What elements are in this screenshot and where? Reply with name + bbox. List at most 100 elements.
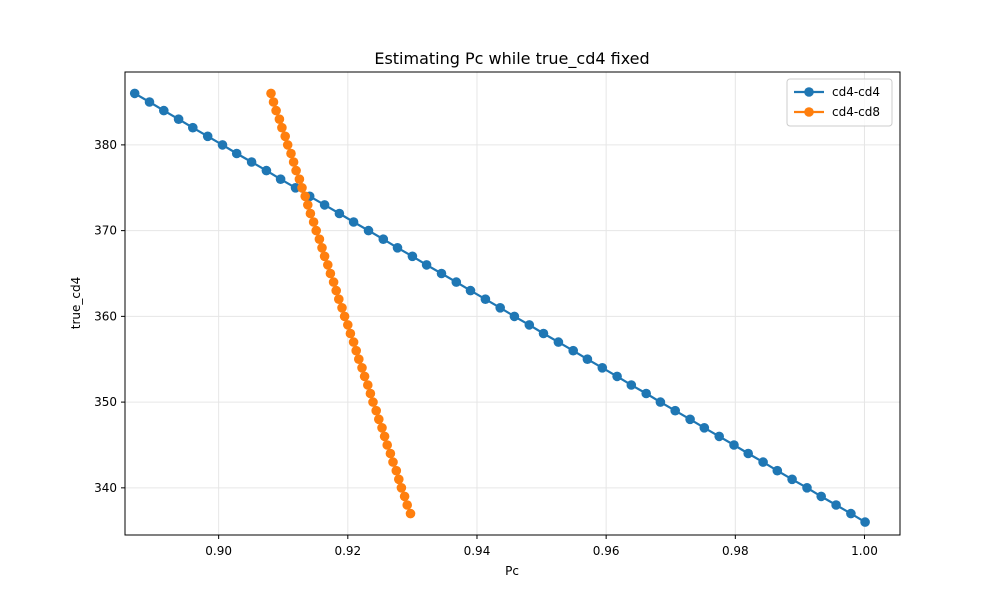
- data-point: [280, 131, 291, 142]
- data-point: [405, 508, 416, 519]
- data-point: [597, 363, 608, 373]
- data-point: [670, 405, 680, 416]
- data-point: [288, 157, 299, 167]
- data-point: [743, 448, 753, 459]
- data-point: [714, 431, 724, 442]
- x-tick-label: 0.98: [722, 544, 749, 558]
- data-point: [188, 122, 198, 133]
- data-point: [699, 423, 710, 433]
- data-point: [436, 268, 447, 279]
- data-point: [655, 397, 666, 407]
- x-axis-label: Pc: [505, 564, 519, 578]
- data-point: [300, 191, 311, 202]
- data-point: [685, 414, 695, 425]
- data-point: [394, 474, 404, 485]
- data-point: [334, 208, 345, 219]
- data-point: [421, 260, 432, 270]
- x-tick-label: 1.00: [851, 544, 878, 558]
- grid: [125, 72, 900, 535]
- data-point: [317, 243, 327, 253]
- data-point: [379, 431, 390, 442]
- data-point: [396, 483, 407, 493]
- x-axis: 0.90 0.92 0.94 0.96 0.98 1.00: [205, 535, 878, 558]
- data-point: [568, 345, 578, 356]
- data-point: [274, 114, 285, 124]
- data-point: [305, 208, 316, 219]
- data-point: [388, 457, 398, 467]
- legend: cd4-cd4 cd4-cd8: [786, 78, 893, 127]
- y-tick-label: 360: [94, 309, 117, 323]
- data-point: [402, 500, 413, 510]
- chart-title: Estimating Pc while true_cd4 fixed: [374, 49, 649, 69]
- legend-label: cd4-cd8: [832, 105, 880, 119]
- data-point: [365, 388, 376, 399]
- data-point: [159, 105, 169, 116]
- data-point: [385, 448, 396, 459]
- data-point: [303, 200, 313, 210]
- data-point: [846, 508, 856, 519]
- data-point: [612, 371, 622, 382]
- data-point: [319, 200, 330, 210]
- data-point: [343, 320, 353, 330]
- data-point: [354, 354, 364, 365]
- data-point: [392, 243, 403, 253]
- data-point: [173, 114, 184, 124]
- x-tick-label: 0.92: [334, 544, 361, 558]
- data-point: [729, 440, 739, 450]
- data-point: [308, 217, 319, 227]
- data-point: [144, 97, 155, 107]
- data-point: [291, 165, 301, 176]
- legend-swatch-marker: [804, 107, 814, 117]
- series-cd4-cd8: [266, 88, 416, 519]
- data-point: [480, 294, 491, 305]
- data-point: [217, 140, 228, 150]
- data-point: [331, 285, 342, 296]
- data-point: [334, 294, 344, 305]
- data-point: [382, 440, 393, 450]
- data-point: [377, 423, 387, 433]
- data-point: [451, 277, 462, 287]
- data-point: [311, 225, 322, 236]
- data-point: [363, 225, 374, 236]
- legend-item: cd4-cd8: [794, 105, 880, 119]
- data-point: [465, 285, 476, 296]
- y-tick-label: 370: [94, 224, 117, 238]
- data-point: [758, 457, 768, 467]
- legend-item: cd4-cd4: [794, 85, 880, 99]
- data-point: [268, 97, 279, 107]
- series-layer: [129, 88, 870, 527]
- data-point: [368, 397, 378, 407]
- data-point: [319, 251, 330, 262]
- data-point: [231, 148, 242, 159]
- data-point: [363, 380, 373, 390]
- data-point: [294, 174, 305, 184]
- y-tick-label: 340: [94, 481, 117, 495]
- data-point: [495, 303, 506, 313]
- data-point: [831, 500, 841, 510]
- data-point: [357, 363, 367, 373]
- data-point: [378, 234, 389, 244]
- data-point: [275, 174, 286, 184]
- data-point: [286, 148, 296, 159]
- data-point: [129, 88, 140, 99]
- data-point: [261, 165, 272, 176]
- data-point: [374, 414, 384, 425]
- data-point: [816, 491, 826, 502]
- data-point: [337, 303, 347, 313]
- data-point: [314, 234, 325, 244]
- data-point: [626, 380, 637, 390]
- data-point: [266, 88, 276, 99]
- data-point: [339, 311, 350, 322]
- data-point: [271, 105, 281, 116]
- data-point: [802, 483, 812, 493]
- data-point: [325, 268, 336, 279]
- y-axis: 340 350 360 370 380: [94, 138, 125, 495]
- data-point: [407, 251, 418, 262]
- series-cd4-cd4: [129, 88, 870, 527]
- y-tick-label: 350: [94, 395, 117, 409]
- data-point: [359, 371, 370, 382]
- data-point: [328, 277, 339, 287]
- data-point: [348, 217, 359, 227]
- x-tick-label: 0.94: [464, 544, 491, 558]
